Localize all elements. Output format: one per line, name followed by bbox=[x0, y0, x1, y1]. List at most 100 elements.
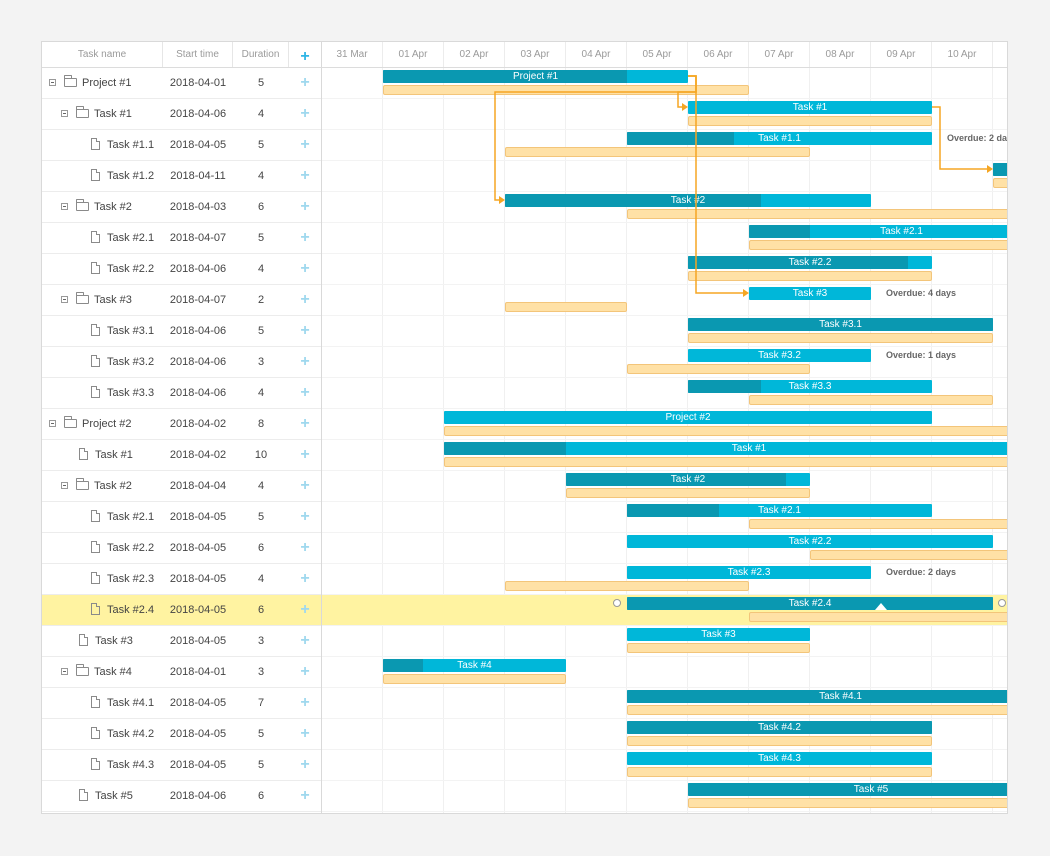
task-bar[interactable]: Task #2.1 bbox=[749, 225, 1007, 238]
task-row[interactable]: Task #2.4 2018-04-05 6 + bbox=[42, 595, 321, 626]
task-bar[interactable]: Task #2.4 bbox=[627, 597, 993, 610]
task-row[interactable]: Task #1.2 2018-04-11 4 + bbox=[42, 161, 321, 192]
task-row[interactable]: Task #3.1 2018-04-06 5 + bbox=[42, 316, 321, 347]
task-bar[interactable]: Task #2.1 bbox=[627, 504, 932, 517]
dependency-link[interactable] bbox=[688, 75, 744, 294]
task-name-cell[interactable]: Task #1 bbox=[42, 440, 163, 470]
dependency-link[interactable] bbox=[494, 75, 697, 201]
task-bar[interactable]: Task #4.3 bbox=[627, 752, 932, 765]
add-subtask-button[interactable]: + bbox=[289, 750, 321, 780]
task-name-cell[interactable]: Task #2 bbox=[42, 471, 163, 501]
add-subtask-button[interactable]: + bbox=[289, 254, 321, 284]
add-subtask-button[interactable]: + bbox=[289, 564, 321, 594]
task-bar[interactable]: Task #1.2 bbox=[993, 163, 1007, 176]
task-bar[interactable]: Task #3 bbox=[749, 287, 871, 300]
task-name-cell[interactable]: Task #2.1 bbox=[42, 502, 163, 532]
add-subtask-button[interactable]: + bbox=[289, 68, 321, 98]
task-bar[interactable]: Task #1.1 bbox=[627, 132, 932, 145]
task-name-cell[interactable]: Task #1.2 bbox=[42, 161, 163, 191]
column-header-duration[interactable]: Duration bbox=[233, 42, 289, 67]
task-bar[interactable]: Task #1 bbox=[688, 101, 932, 114]
task-bar[interactable]: Task #3.3 bbox=[688, 380, 932, 393]
task-name-cell[interactable]: Project #1 bbox=[42, 68, 163, 98]
task-row[interactable]: Task #4 2018-04-01 3 + bbox=[42, 657, 321, 688]
task-row[interactable]: Project #2 2018-04-02 8 + bbox=[42, 409, 321, 440]
task-name-cell[interactable]: Task #5 bbox=[42, 781, 163, 811]
task-bar[interactable]: Task #2.3 bbox=[627, 566, 871, 579]
collapse-toggle-icon[interactable] bbox=[61, 482, 68, 489]
task-bar[interactable]: Project #2 bbox=[444, 411, 932, 424]
task-name-cell[interactable]: Task #2.4 bbox=[42, 595, 163, 625]
task-bar[interactable]: Task #4 bbox=[383, 659, 566, 672]
add-subtask-button[interactable]: + bbox=[289, 719, 321, 749]
link-start-handle[interactable] bbox=[613, 599, 621, 607]
task-bar[interactable]: Task #3.2 bbox=[688, 349, 871, 362]
add-subtask-button[interactable]: + bbox=[289, 99, 321, 129]
collapse-toggle-icon[interactable] bbox=[49, 420, 56, 427]
task-row[interactable]: Task #2.2 2018-04-06 4 + bbox=[42, 254, 321, 285]
task-row[interactable]: Task #2 2018-04-03 6 + bbox=[42, 192, 321, 223]
task-name-cell[interactable]: Task #2.3 bbox=[42, 564, 163, 594]
add-subtask-button[interactable]: + bbox=[289, 688, 321, 718]
task-row[interactable]: Task #2.3 2018-04-05 4 + bbox=[42, 564, 321, 595]
add-subtask-button[interactable]: + bbox=[289, 595, 321, 625]
column-header-task-name[interactable]: Task name bbox=[42, 42, 163, 67]
task-bar[interactable]: Task #2.2 bbox=[627, 535, 993, 548]
collapse-toggle-icon[interactable] bbox=[61, 296, 68, 303]
task-row[interactable]: Task #3 2018-04-07 2 + bbox=[42, 285, 321, 316]
task-name-cell[interactable]: Project #2 bbox=[42, 409, 163, 439]
add-subtask-button[interactable]: + bbox=[289, 223, 321, 253]
task-name-cell[interactable]: Task #4.3 bbox=[42, 750, 163, 780]
dependency-link[interactable] bbox=[932, 106, 988, 170]
task-name-cell[interactable]: Task #2.2 bbox=[42, 533, 163, 563]
add-subtask-button[interactable]: + bbox=[289, 533, 321, 563]
task-name-cell[interactable]: Task #3.2 bbox=[42, 347, 163, 377]
task-bar[interactable]: Task #2.2 bbox=[688, 256, 932, 269]
add-subtask-button[interactable]: + bbox=[289, 657, 321, 687]
task-bar[interactable]: Task #5 bbox=[688, 783, 1007, 796]
add-task-header-button[interactable]: + bbox=[289, 42, 321, 67]
task-name-cell[interactable]: Task #3 bbox=[42, 285, 163, 315]
collapse-toggle-icon[interactable] bbox=[61, 110, 68, 117]
task-row[interactable]: Task #1.1 2018-04-05 5 + bbox=[42, 130, 321, 161]
task-row[interactable]: Task #2.1 2018-04-07 5 + bbox=[42, 223, 321, 254]
task-row[interactable]: Task #5 2018-04-06 6 + bbox=[42, 781, 321, 812]
task-bar[interactable]: Task #4.1 bbox=[627, 690, 1007, 703]
task-bar[interactable]: Task #2 bbox=[505, 194, 871, 207]
add-subtask-button[interactable]: + bbox=[289, 285, 321, 315]
task-row[interactable]: Task #2.1 2018-04-05 5 + bbox=[42, 502, 321, 533]
task-bar[interactable]: Task #2 bbox=[566, 473, 810, 486]
task-name-cell[interactable]: Task #2.1 bbox=[42, 223, 163, 253]
add-subtask-button[interactable]: + bbox=[289, 378, 321, 408]
task-name-cell[interactable]: Task #4 bbox=[42, 657, 163, 687]
task-bar[interactable]: Task #3 bbox=[627, 628, 810, 641]
task-row[interactable]: Task #4.1 2018-04-05 7 + bbox=[42, 688, 321, 719]
task-row[interactable]: Task #2 2018-04-04 4 + bbox=[42, 471, 321, 502]
collapse-toggle-icon[interactable] bbox=[61, 668, 68, 675]
task-name-cell[interactable]: Task #4.1 bbox=[42, 688, 163, 718]
add-subtask-button[interactable]: + bbox=[289, 471, 321, 501]
task-row[interactable]: Project #1 2018-04-01 5 + bbox=[42, 68, 321, 99]
collapse-toggle-icon[interactable] bbox=[61, 203, 68, 210]
column-header-start-time[interactable]: Start time bbox=[163, 42, 233, 67]
task-row[interactable]: Task #3 2018-04-05 3 + bbox=[42, 626, 321, 657]
add-subtask-button[interactable]: + bbox=[289, 192, 321, 222]
progress-drag-handle[interactable] bbox=[875, 603, 887, 610]
add-subtask-button[interactable]: + bbox=[289, 316, 321, 346]
task-name-cell[interactable]: Task #4.2 bbox=[42, 719, 163, 749]
add-subtask-button[interactable]: + bbox=[289, 626, 321, 656]
task-row[interactable]: Task #4.2 2018-04-05 5 + bbox=[42, 719, 321, 750]
add-subtask-button[interactable]: + bbox=[289, 440, 321, 470]
task-name-cell[interactable]: Task #1 bbox=[42, 99, 163, 129]
add-subtask-button[interactable]: + bbox=[289, 161, 321, 191]
task-name-cell[interactable]: Task #3.1 bbox=[42, 316, 163, 346]
add-subtask-button[interactable]: + bbox=[289, 502, 321, 532]
collapse-toggle-icon[interactable] bbox=[49, 79, 56, 86]
task-row[interactable]: Task #2.2 2018-04-05 6 + bbox=[42, 533, 321, 564]
task-name-cell[interactable]: Task #3 bbox=[42, 626, 163, 656]
task-row[interactable]: Task #1 2018-04-02 10 + bbox=[42, 440, 321, 471]
task-bar[interactable]: Task #4.2 bbox=[627, 721, 932, 734]
task-bar[interactable]: Task #3.1 bbox=[688, 318, 993, 331]
add-subtask-button[interactable]: + bbox=[289, 409, 321, 439]
task-row[interactable]: Task #1 2018-04-06 4 + bbox=[42, 99, 321, 130]
